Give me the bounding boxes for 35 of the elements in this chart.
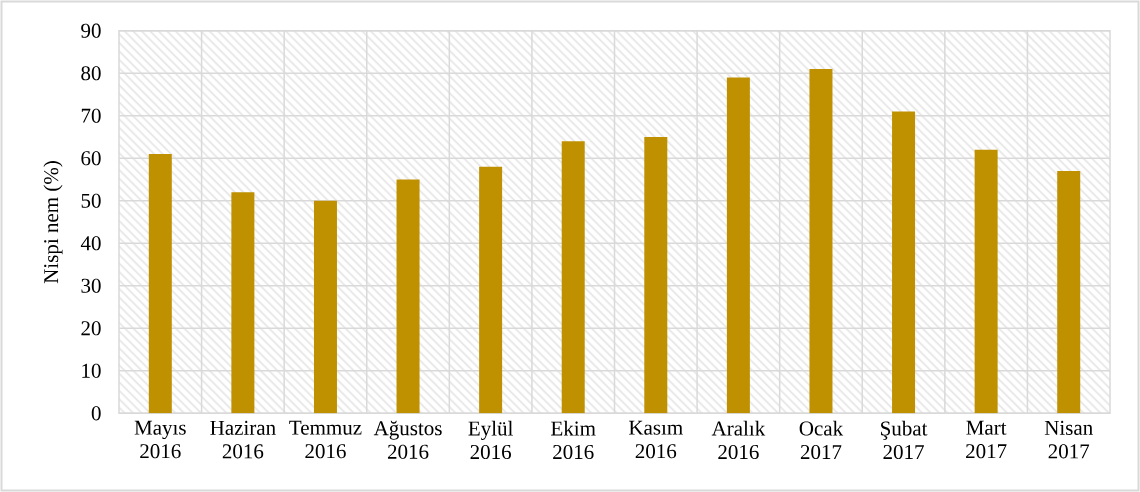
y-tick-label: 10 — [82, 363, 101, 378]
y-tick-label: 60 — [81, 151, 101, 166]
x-tick-label: Aralık 2016 — [711, 420, 766, 460]
bar — [148, 153, 172, 414]
bar — [726, 77, 750, 414]
x-tick-label: Nisan 2017 — [1044, 420, 1093, 459]
y-tick-label: 0 — [91, 406, 101, 421]
x-tick-label: Ağustos 2016 — [373, 420, 442, 459]
bar — [396, 179, 420, 414]
x-tick-label: Şubat 2017 — [881, 420, 928, 460]
y-tick-label: 30 — [81, 278, 101, 293]
x-tick-label: Eylül 2016 — [468, 420, 513, 460]
x-tick-label: Mart 2017 — [966, 420, 1007, 459]
x-tick-label: Kasım 2016 — [628, 420, 683, 459]
bar — [809, 68, 833, 414]
y-tick-label: 50 — [81, 193, 101, 208]
x-tick-label: Ekim 2016 — [551, 420, 596, 460]
y-tick-label: 40 — [80, 236, 101, 251]
x-tick-label: Haziran 2016 — [210, 420, 276, 459]
bar — [231, 192, 255, 414]
bar — [561, 141, 585, 414]
y-tick-label: 70 — [81, 108, 101, 123]
bar — [313, 200, 337, 414]
bar — [644, 136, 668, 414]
x-tick-label: Temmuz 2016 — [289, 420, 362, 459]
bar — [974, 149, 998, 414]
y-tick-label: 80 — [81, 66, 101, 81]
bar — [892, 111, 916, 414]
y-axis-title: Nispi nem (%) — [43, 161, 63, 284]
y-tick-label: 20 — [81, 321, 101, 336]
bar — [1057, 170, 1081, 414]
x-tick-label: Mayıs 2016 — [134, 420, 186, 459]
bar — [479, 166, 503, 414]
y-tick-label: 90 — [81, 23, 101, 38]
x-tick-label: Ocak 2017 — [799, 420, 844, 460]
